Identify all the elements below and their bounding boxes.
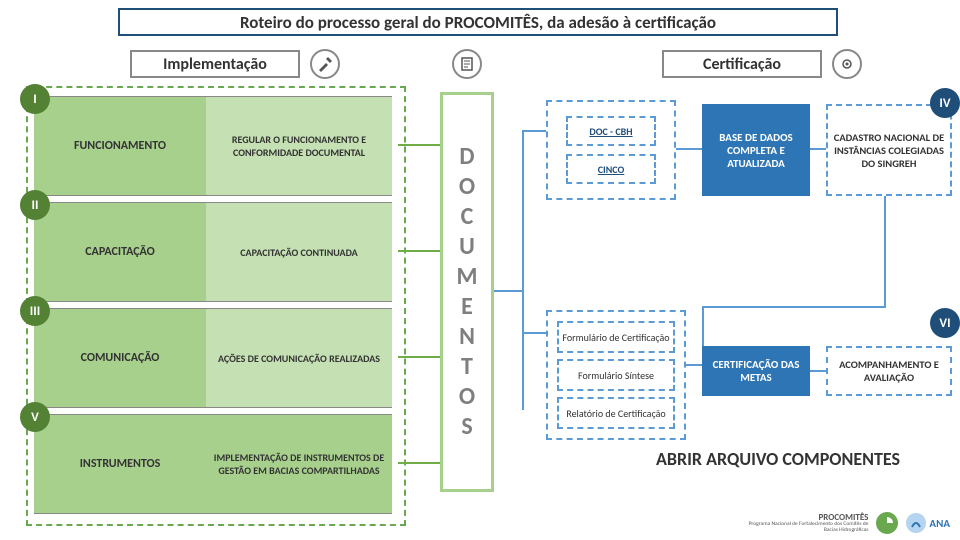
forms-container: Formulário de Certificação Formulário Sí…: [546, 310, 686, 440]
doc-cbh-container: DOC - CBH CINCO: [546, 100, 676, 200]
cadastro-box: CADASTRO NACIONAL DE INSTÂNCIAS COLEGIAD…: [826, 104, 952, 196]
form-cert-box: Formulário de Certificação: [557, 321, 675, 353]
open-components-label: ABRIR ARQUIVO COMPONENTES: [656, 448, 900, 470]
connector: [810, 370, 826, 372]
impl-row: FUNCIONAMENTOREGULAR O FUNCIONAMENTO E C…: [34, 96, 398, 196]
doc-letter: C: [461, 202, 474, 232]
roman-badge: V: [20, 402, 50, 432]
ana-logo-text: ANA: [929, 517, 950, 530]
impl-row: COMUNICAÇÃOAÇÕES DE COMUNICAÇÃO REALIZAD…: [34, 308, 398, 408]
connector: [522, 130, 524, 410]
cert-metas-label: CERTIFICAÇÃO DAS METAS: [706, 358, 806, 384]
title-text: Roteiro do processo geral do PROCOMITÊS,…: [240, 12, 716, 33]
impl-sub-cell: IMPLEMENTAÇÃO DE INSTRUMENTOS DE GESTÃO …: [206, 414, 392, 514]
impl-main-cell: FUNCIONAMENTO: [34, 96, 206, 196]
doc-cbh-label: DOC - CBH: [589, 125, 632, 138]
hammer-icon: [310, 49, 340, 79]
cinco-link[interactable]: CINCO: [566, 154, 656, 184]
gear-icon: [832, 49, 862, 79]
doc-letter: T: [461, 352, 473, 382]
connector: [398, 356, 440, 358]
impl-main-cell: INSTRUMENTOS: [34, 414, 206, 514]
procomites-icon: [876, 512, 898, 534]
certification-label: Certificação: [703, 55, 781, 74]
database-label: BASE DE DADOS COMPLETA E ATUALIZADA: [706, 131, 806, 170]
acomp-label: ACOMPANHAMENTO E AVALIAÇÃO: [832, 358, 946, 384]
impl-sub-cell: REGULAR O FUNCIONAMENTO E CONFORMIDADE D…: [206, 96, 392, 196]
ana-icon: [906, 513, 926, 533]
rel-cert-box: Relatório de Certificação: [557, 397, 675, 429]
roman-badge: I: [20, 84, 50, 114]
connector: [398, 144, 440, 146]
connector: [676, 148, 702, 150]
roman-vi-label: VI: [939, 316, 950, 331]
impl-main-cell: COMUNICAÇÃO: [34, 308, 206, 408]
roman-iv-badge: IV: [930, 88, 960, 118]
doc-letter: N: [459, 322, 475, 352]
form-sint-label: Formulário Síntese: [578, 369, 654, 382]
impl-row: INSTRUMENTOSIMPLEMENTAÇÃO DE INSTRUMENTO…: [34, 414, 398, 514]
procomites-sub: Programa Nacional de Fortalecimento dos …: [738, 522, 868, 533]
cinco-label: CINCO: [598, 163, 625, 176]
doc-cbh-link[interactable]: DOC - CBH: [566, 116, 656, 146]
implementation-label: Implementação: [163, 55, 267, 74]
doc-letter: D: [459, 142, 474, 172]
impl-sub-cell: AÇÕES DE COMUNICAÇÃO REALIZADAS: [206, 308, 392, 408]
connector: [398, 462, 440, 464]
connector: [494, 290, 524, 292]
connector: [522, 332, 546, 334]
impl-row: CAPACITAÇÃOCAPACITAÇÃO CONTINUADA: [34, 202, 398, 302]
connector: [398, 250, 440, 252]
documents-column: DOCUMENTOS: [440, 92, 494, 492]
doc-letter: S: [461, 412, 472, 442]
open-components-button[interactable]: ABRIR ARQUIVO COMPONENTES: [648, 448, 908, 470]
database-box: BASE DE DADOS COMPLETA E ATUALIZADA: [702, 104, 810, 196]
certification-header: Certificação: [662, 50, 822, 78]
connector: [884, 196, 886, 306]
connector: [522, 130, 546, 132]
roman-badge: II: [20, 190, 50, 220]
doc-letter: O: [459, 172, 475, 202]
connector: [810, 148, 826, 150]
doc-letter: U: [459, 232, 475, 262]
doc-letter: O: [459, 382, 475, 412]
doc-letter: E: [461, 292, 473, 322]
document-icon: [452, 49, 482, 79]
doc-letter: M: [457, 262, 478, 292]
form-sint-box: Formulário Síntese: [557, 359, 675, 391]
form-cert-label: Formulário de Certificação: [562, 331, 669, 344]
roman-vi-badge: VI: [930, 308, 960, 338]
impl-main-cell: CAPACITAÇÃO: [34, 202, 206, 302]
connector: [702, 306, 886, 308]
impl-sub-cell: CAPACITAÇÃO CONTINUADA: [206, 202, 392, 302]
rel-cert-label: Relatório de Certificação: [566, 407, 665, 420]
acomp-box: ACOMPANHAMENTO E AVALIAÇÃO: [826, 346, 952, 396]
roman-iv-label: IV: [939, 96, 950, 111]
page-title: Roteiro do processo geral do PROCOMITÊS,…: [118, 8, 838, 36]
logo-row: PROCOMITÊS Programa Nacional de Fortalec…: [738, 512, 950, 534]
roman-badge: III: [20, 296, 50, 326]
implementation-header: Implementação: [130, 50, 300, 78]
cert-metas-box: CERTIFICAÇÃO DAS METAS: [702, 346, 810, 396]
cadastro-label: CADASTRO NACIONAL DE INSTÂNCIAS COLEGIAD…: [832, 131, 946, 170]
